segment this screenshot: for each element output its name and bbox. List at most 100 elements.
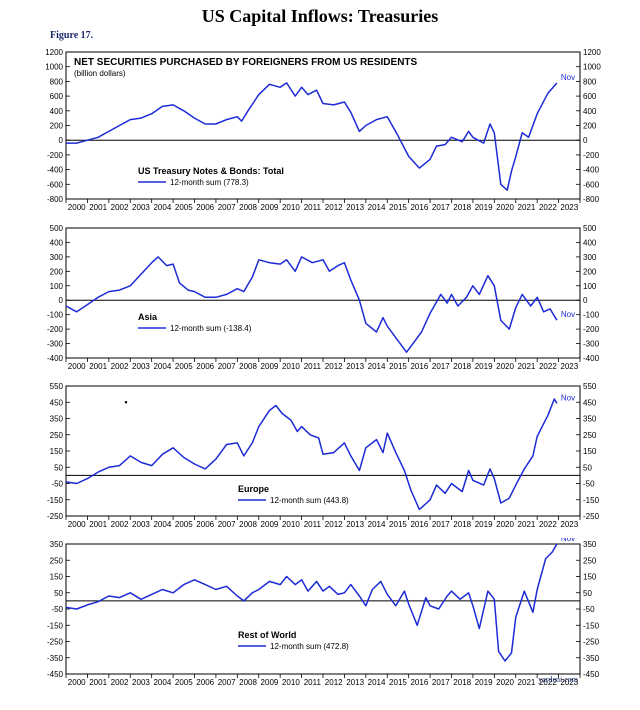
svg-text:2010: 2010 <box>282 678 300 687</box>
svg-text:2022: 2022 <box>539 362 557 371</box>
svg-text:2007: 2007 <box>218 362 236 371</box>
svg-text:2022: 2022 <box>539 520 557 529</box>
svg-text:2012: 2012 <box>325 362 343 371</box>
svg-text:2021: 2021 <box>518 678 536 687</box>
svg-text:350: 350 <box>50 415 64 424</box>
svg-text:-150: -150 <box>47 621 64 630</box>
svg-text:2009: 2009 <box>261 203 279 212</box>
svg-text:100: 100 <box>50 282 64 291</box>
svg-text:2017: 2017 <box>432 520 450 529</box>
svg-text:200: 200 <box>583 267 597 276</box>
chart-1: -400-400-300-300-200-200-100-10000100100… <box>38 222 608 372</box>
svg-text:2011: 2011 <box>304 362 322 371</box>
svg-text:2016: 2016 <box>410 203 428 212</box>
svg-text:550: 550 <box>50 382 64 391</box>
svg-text:2014: 2014 <box>368 678 386 687</box>
svg-text:250: 250 <box>50 556 64 565</box>
svg-text:2019: 2019 <box>475 203 493 212</box>
svg-text:2016: 2016 <box>410 362 428 371</box>
svg-text:800: 800 <box>583 77 597 86</box>
svg-text:-350: -350 <box>583 654 600 663</box>
svg-text:2009: 2009 <box>261 678 279 687</box>
svg-text:-50: -50 <box>51 480 63 489</box>
charts-container: -800-800-600-600-400-400-200-20000200200… <box>38 44 608 696</box>
svg-text:2003: 2003 <box>132 362 150 371</box>
svg-text:2021: 2021 <box>518 362 536 371</box>
svg-text:2005: 2005 <box>175 678 193 687</box>
svg-text:2000: 2000 <box>68 520 86 529</box>
svg-text:2003: 2003 <box>132 520 150 529</box>
svg-text:0: 0 <box>583 296 588 305</box>
svg-text:Rest of World: Rest of World <box>238 630 296 640</box>
svg-text:Nov: Nov <box>561 393 575 402</box>
svg-text:150: 150 <box>50 573 64 582</box>
svg-text:50: 50 <box>583 589 592 598</box>
svg-text:Asia: Asia <box>138 312 158 322</box>
svg-text:2017: 2017 <box>432 678 450 687</box>
chart-0: -800-800-600-600-400-400-200-20000200200… <box>38 44 608 214</box>
svg-text:200: 200 <box>50 267 64 276</box>
svg-text:2019: 2019 <box>475 520 493 529</box>
svg-text:2010: 2010 <box>282 362 300 371</box>
svg-text:2009: 2009 <box>261 362 279 371</box>
svg-text:-450: -450 <box>583 670 600 679</box>
svg-text:-200: -200 <box>583 325 600 334</box>
svg-text:2007: 2007 <box>218 520 236 529</box>
svg-text:2000: 2000 <box>68 362 86 371</box>
svg-text:2007: 2007 <box>218 678 236 687</box>
svg-text:2008: 2008 <box>239 203 257 212</box>
svg-text:100: 100 <box>583 282 597 291</box>
svg-text:500: 500 <box>583 224 597 233</box>
svg-text:2002: 2002 <box>111 362 129 371</box>
svg-text:2008: 2008 <box>239 520 257 529</box>
svg-text:2001: 2001 <box>89 203 107 212</box>
svg-text:-300: -300 <box>47 340 64 349</box>
svg-text:400: 400 <box>50 107 64 116</box>
svg-text:2015: 2015 <box>389 362 407 371</box>
svg-text:-800: -800 <box>47 195 64 204</box>
svg-text:2006: 2006 <box>196 520 214 529</box>
svg-text:2018: 2018 <box>453 520 471 529</box>
svg-text:-50: -50 <box>583 480 595 489</box>
svg-text:12-month sum (443.8): 12-month sum (443.8) <box>270 496 349 505</box>
svg-text:550: 550 <box>583 382 597 391</box>
svg-text:2004: 2004 <box>153 678 171 687</box>
svg-text:-400: -400 <box>47 354 64 363</box>
svg-text:-400: -400 <box>583 354 600 363</box>
svg-text:2019: 2019 <box>475 678 493 687</box>
svg-text:400: 400 <box>50 238 64 247</box>
svg-text:2016: 2016 <box>410 520 428 529</box>
svg-text:2002: 2002 <box>111 520 129 529</box>
svg-text:2004: 2004 <box>153 362 171 371</box>
svg-text:-400: -400 <box>47 166 64 175</box>
svg-text:450: 450 <box>50 398 64 407</box>
svg-text:2006: 2006 <box>196 678 214 687</box>
svg-text:-600: -600 <box>583 180 600 189</box>
svg-text:2014: 2014 <box>368 520 386 529</box>
svg-text:350: 350 <box>583 415 597 424</box>
svg-text:2017: 2017 <box>432 203 450 212</box>
svg-text:1200: 1200 <box>583 48 601 57</box>
svg-text:2015: 2015 <box>389 520 407 529</box>
svg-text:-200: -200 <box>47 151 64 160</box>
svg-text:2002: 2002 <box>111 678 129 687</box>
svg-text:250: 250 <box>583 431 597 440</box>
svg-text:2007: 2007 <box>218 203 236 212</box>
svg-text:0: 0 <box>583 136 588 145</box>
svg-text:2001: 2001 <box>89 520 107 529</box>
svg-text:Nov: Nov <box>561 538 575 543</box>
svg-text:1000: 1000 <box>45 63 63 72</box>
page-title: US Capital Inflows: Treasuries <box>0 0 640 27</box>
svg-text:2021: 2021 <box>518 203 536 212</box>
svg-text:2015: 2015 <box>389 678 407 687</box>
svg-text:-50: -50 <box>583 605 595 614</box>
svg-text:-200: -200 <box>47 325 64 334</box>
svg-text:2019: 2019 <box>475 362 493 371</box>
svg-text:(billion dollars): (billion dollars) <box>74 69 126 78</box>
svg-text:2012: 2012 <box>325 520 343 529</box>
svg-text:350: 350 <box>50 540 64 549</box>
svg-text:-250: -250 <box>47 638 64 647</box>
svg-text:400: 400 <box>583 238 597 247</box>
svg-text:-300: -300 <box>583 340 600 349</box>
svg-text:2018: 2018 <box>453 203 471 212</box>
